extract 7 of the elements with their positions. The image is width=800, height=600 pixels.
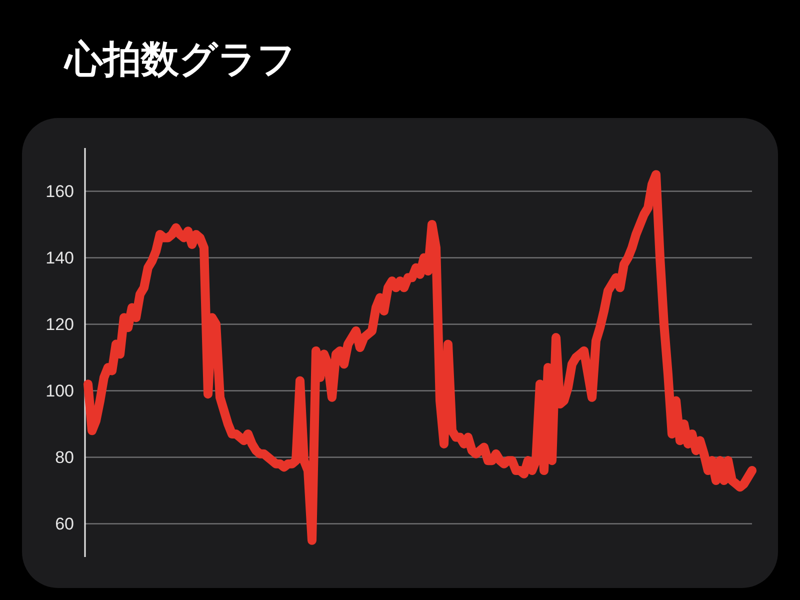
y-tick-label: 120 (46, 315, 74, 334)
y-tick-label: 60 (55, 514, 74, 534)
chart-title: 心拍数グラフ (63, 38, 296, 81)
y-tick-label: 80 (55, 448, 74, 468)
y-tick-label: 100 (46, 382, 74, 401)
y-tick-label: 160 (46, 182, 74, 202)
y-tick-label: 140 (46, 248, 74, 268)
